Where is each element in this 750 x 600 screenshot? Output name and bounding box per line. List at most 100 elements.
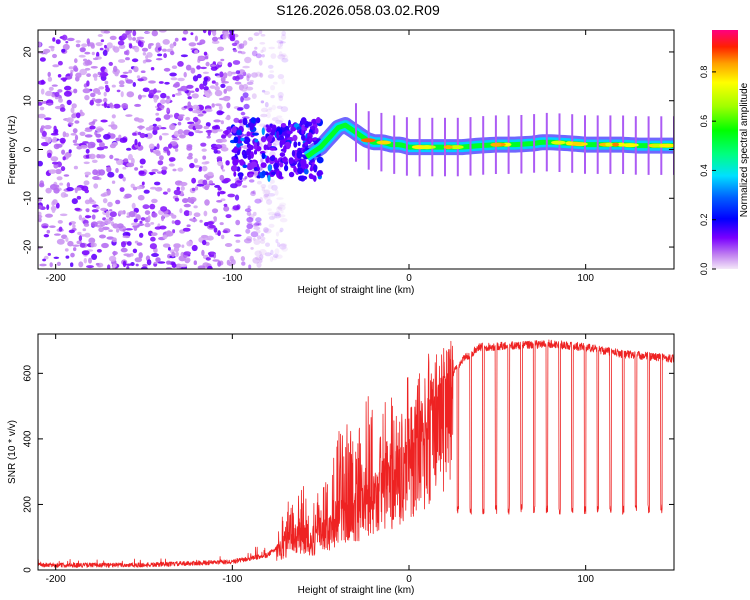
noise-blob (155, 90, 162, 93)
noise-blob (161, 215, 165, 222)
noise-blob (216, 156, 223, 161)
noise-blob (181, 244, 185, 248)
noise-blob (202, 30, 207, 34)
noise-blob (75, 43, 81, 48)
noise-blob (99, 234, 106, 239)
noise-blob (65, 255, 70, 259)
noise-blob (83, 223, 90, 227)
noise-blob (65, 41, 69, 44)
noise-blob (248, 179, 255, 183)
noise-blob (264, 101, 269, 108)
noise-blob (220, 83, 226, 88)
noise-blob (204, 56, 209, 60)
noise-blob (40, 79, 45, 85)
transition-blob (310, 174, 315, 180)
noise-blob (273, 213, 282, 219)
transition-blob (270, 171, 276, 176)
noise-blob (222, 130, 231, 135)
transition-blob (261, 152, 266, 160)
noise-blob (214, 103, 222, 107)
transition-blob (286, 130, 293, 135)
noise-blob (135, 214, 141, 221)
noise-blob (193, 123, 198, 127)
noise-blob (204, 199, 210, 206)
noise-blob (209, 85, 216, 89)
noise-blob (207, 30, 212, 36)
noise-blob (269, 70, 275, 73)
noise-blob (234, 248, 241, 253)
snr-panel: -200 -100 0 100 0 200 400 600 Height of straigh… (7, 333, 675, 596)
noise-blob (201, 234, 209, 239)
noise-blob (141, 181, 145, 186)
noise-blob (214, 86, 220, 91)
noise-blob (106, 166, 112, 173)
noise-blob (192, 116, 199, 123)
noise-blob (134, 103, 142, 107)
noise-blob (126, 241, 132, 246)
y-tick-label: 20 (23, 46, 34, 58)
transition-blob (233, 171, 237, 177)
noise-blob (116, 228, 120, 233)
noise-blob (240, 111, 246, 116)
noise-blob (88, 153, 96, 160)
noise-blob (213, 149, 218, 154)
noise-blob (275, 231, 280, 237)
noise-blob (188, 131, 195, 137)
noise-blob (177, 115, 184, 120)
noise-blob (202, 239, 207, 246)
noise-blob (261, 187, 266, 192)
noise-blob (98, 169, 106, 176)
noise-blob (84, 215, 92, 219)
noise-blob (216, 200, 223, 203)
noise-blob (96, 206, 100, 210)
noise-blob (238, 69, 246, 75)
noise-blob (206, 171, 214, 177)
noise-blob (193, 260, 197, 266)
noise-blob (138, 252, 143, 259)
noise-blob (211, 208, 219, 214)
transition-blob (261, 170, 266, 177)
noise-blob (276, 197, 284, 200)
noise-blob (271, 213, 278, 220)
noise-blob (74, 187, 82, 191)
noise-blob (97, 128, 104, 131)
noise-blob (271, 117, 279, 122)
noise-blob (255, 229, 261, 234)
noise-blob (267, 193, 276, 197)
noise-blob (44, 117, 52, 121)
noise-blob (168, 143, 173, 149)
noise-blob (64, 248, 69, 252)
noise-blob (271, 104, 276, 111)
noise-blob (244, 56, 252, 64)
noise-blob (92, 176, 100, 180)
noise-blob (132, 248, 138, 254)
noise-blob (90, 241, 95, 248)
noise-blob (38, 214, 43, 219)
noise-blob (157, 261, 166, 264)
noise-blob (136, 242, 143, 246)
x-tick-label: -100 (222, 273, 242, 284)
noise-blob (280, 243, 288, 247)
noise-blob (267, 184, 274, 190)
noise-blob (160, 206, 168, 212)
noise-blob (139, 232, 144, 238)
x-tick-label: -200 (46, 273, 66, 284)
noise-blob (187, 198, 195, 204)
transition-blob (300, 158, 307, 167)
noise-blob (38, 101, 43, 106)
noise-blob (162, 191, 168, 195)
noise-blob (71, 113, 77, 119)
noise-blob (157, 171, 163, 174)
noise-blob (260, 34, 266, 37)
noise-blob (136, 186, 143, 190)
noise-blob (224, 243, 233, 247)
noise-blob (187, 101, 191, 108)
tone-hot-spot (621, 143, 639, 148)
noise-blob (255, 53, 262, 59)
noise-blob (199, 39, 206, 45)
noise-blob (163, 114, 171, 120)
noise-blob (44, 91, 53, 97)
noise-blob (142, 204, 150, 210)
